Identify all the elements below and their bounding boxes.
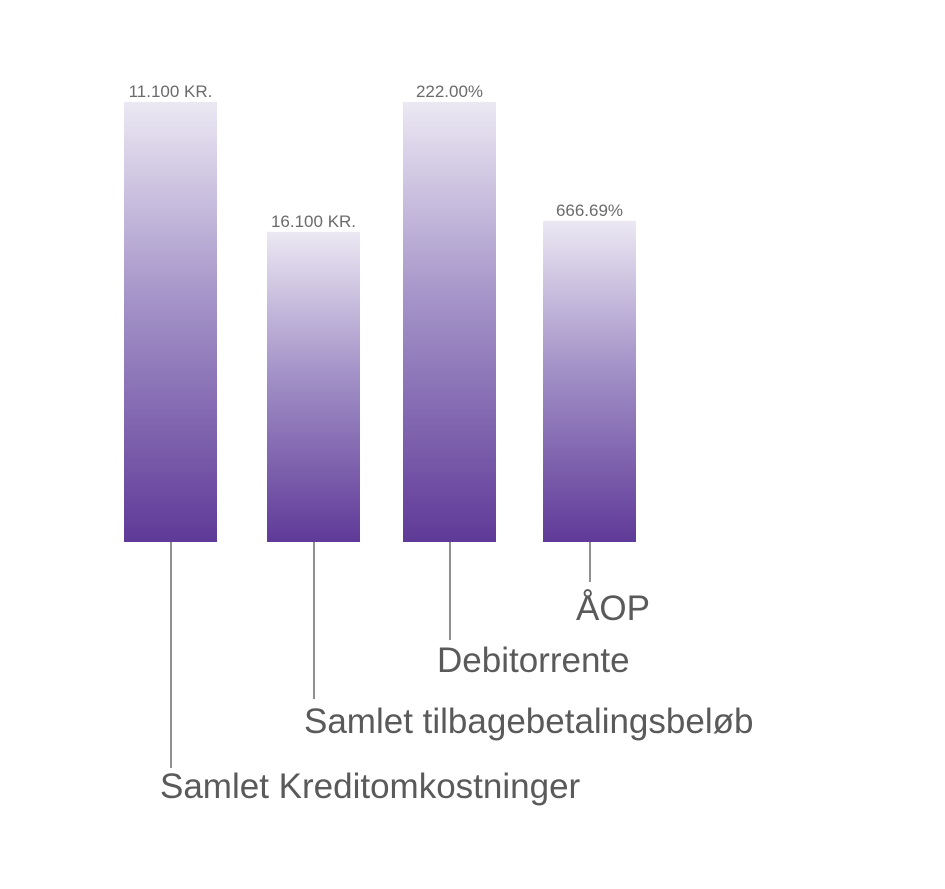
bar-4 — [543, 220, 636, 543]
category-label-1: Samlet Kreditomkostninger — [160, 767, 581, 806]
category-labels-group: Samlet Kreditomkostninger Samlet tilbageb… — [160, 589, 753, 806]
value-label-2: 16.100 KR. — [271, 212, 356, 231]
value-labels-group: 11.100 KR. 16.100 KR. 222.00% 666.69% — [129, 82, 623, 231]
value-label-3: 222.00% — [416, 82, 483, 101]
bar-1 — [124, 102, 217, 542]
bar-2 — [267, 231, 360, 543]
value-label-4: 666.69% — [556, 201, 623, 220]
bars-group — [124, 102, 636, 543]
bar-3 — [403, 102, 496, 542]
value-label-1: 11.100 KR. — [129, 82, 213, 101]
category-label-3: Debitorrente — [437, 641, 630, 680]
category-label-2: Samlet tilbagebetalingsbeløb — [304, 702, 753, 741]
category-label-4: ÅOP — [576, 589, 650, 628]
leader-lines-group — [170, 542, 591, 768]
